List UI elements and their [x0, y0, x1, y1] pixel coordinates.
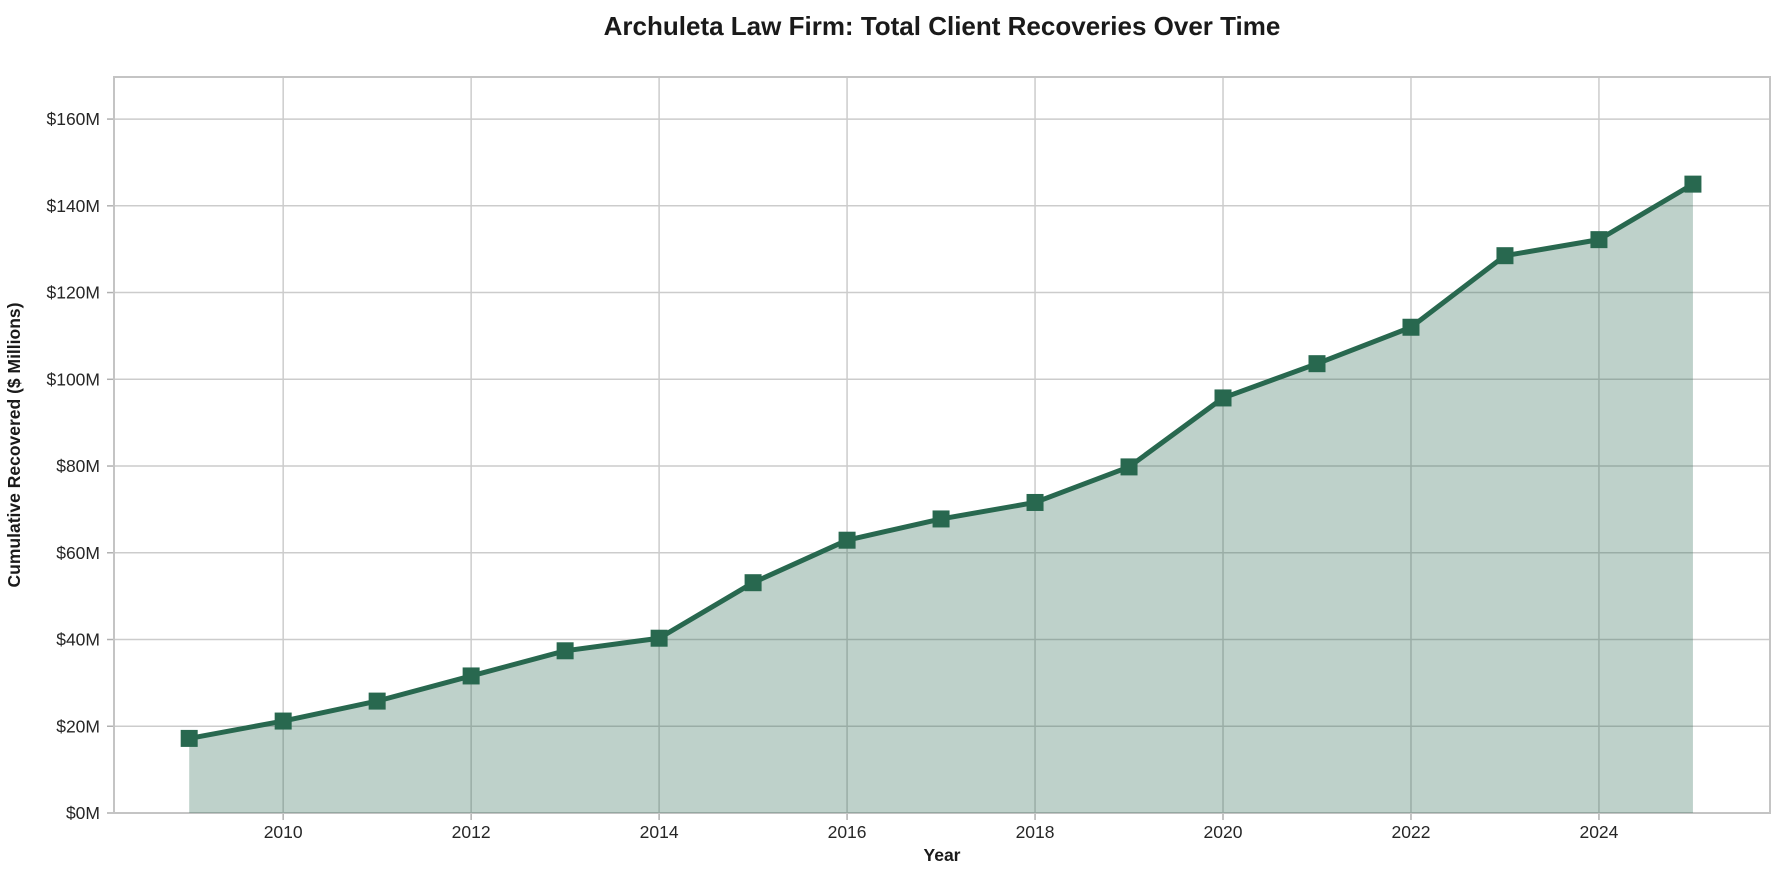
data-point-marker [462, 667, 480, 685]
y-tick-label: $0M [66, 803, 100, 823]
x-tick-label: 2024 [1579, 822, 1618, 842]
grid-layer [107, 76, 1771, 820]
data-point-marker [274, 712, 292, 730]
x-axis-title: Year [924, 845, 961, 865]
tick-label-layer: $0M $20M $40M $60M $80M $100M $120M $140M $160M 2… [46, 109, 1618, 842]
y-tick-label: $40M [56, 630, 100, 650]
data-point-marker [556, 642, 574, 660]
y-tick-label: $100M [46, 369, 100, 389]
y-axis-title: Cumulative Recovered ($ Millions) [4, 303, 24, 588]
chart-title: Archuleta Law Firm: Total Client Recover… [604, 11, 1281, 41]
x-tick-label: 2020 [1204, 822, 1243, 842]
series-layer [180, 175, 1702, 814]
data-point-marker [1120, 458, 1138, 476]
data-point-marker [744, 574, 762, 592]
area-fill [189, 184, 1693, 814]
y-tick-label: $140M [46, 196, 100, 216]
data-point-marker [1308, 355, 1326, 373]
data-point-marker [1402, 318, 1420, 336]
x-tick-label: 2012 [452, 822, 491, 842]
x-tick-label: 2010 [264, 822, 303, 842]
data-point-marker [180, 729, 198, 747]
y-tick-label: $20M [56, 716, 100, 736]
x-tick-label: 2014 [640, 822, 679, 842]
y-tick-label: $160M [46, 109, 100, 129]
data-point-marker [1026, 493, 1044, 511]
y-tick-label: $120M [46, 283, 100, 303]
x-tick-label: 2018 [1016, 822, 1055, 842]
plot-border [113, 76, 1771, 814]
data-point-marker [838, 531, 856, 549]
data-point-marker [1496, 247, 1514, 265]
y-tick-label: $80M [56, 456, 100, 476]
data-point-marker [1590, 231, 1608, 249]
data-point-marker [1684, 175, 1702, 193]
data-point-marker [1214, 389, 1232, 407]
x-tick-label: 2016 [828, 822, 867, 842]
y-tick-label: $60M [56, 543, 100, 563]
data-point-marker [650, 629, 668, 647]
data-point-marker [368, 692, 386, 710]
data-point-marker [932, 510, 950, 528]
x-tick-label: 2022 [1392, 822, 1431, 842]
